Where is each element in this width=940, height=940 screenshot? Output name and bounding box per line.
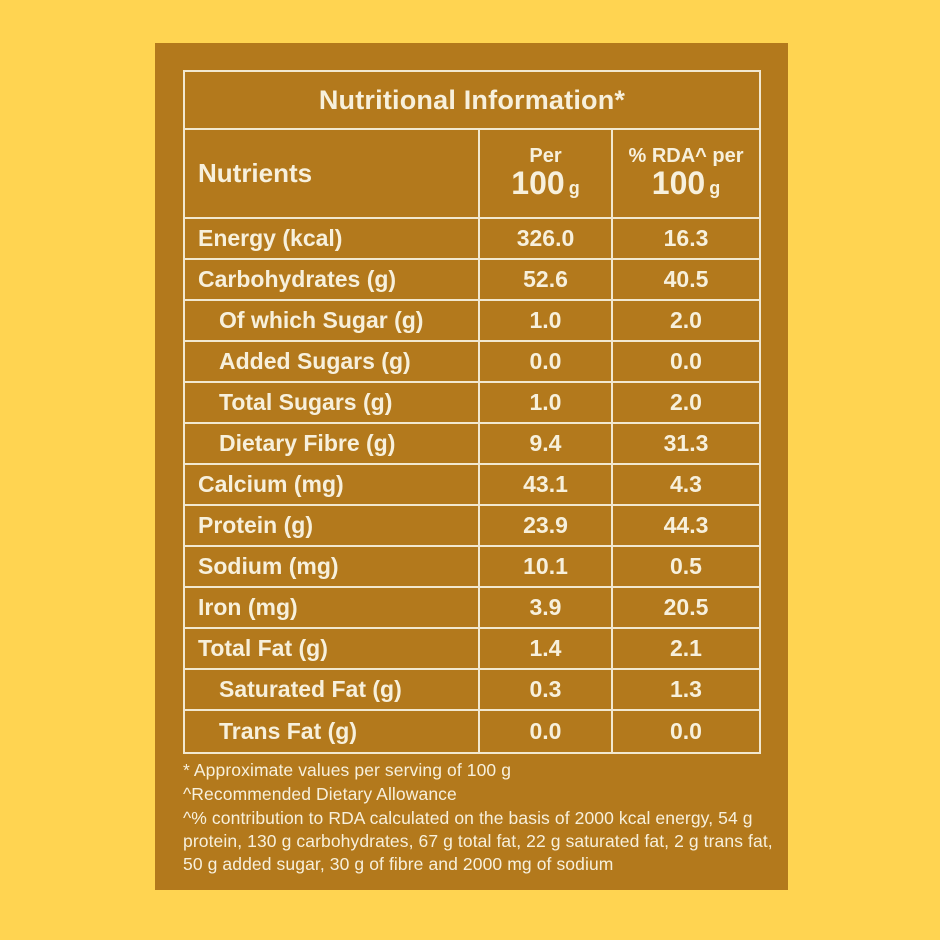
table-row-energy: Energy (kcal) 326.0 16.3 <box>185 219 759 260</box>
rda-cell: 4.3 <box>670 471 702 497</box>
rda-value-100: 100 <box>651 165 706 202</box>
table-row-dietary-fibre: Dietary Fibre (g) 9.4 31.3 <box>185 424 759 465</box>
rda-cell: 2.0 <box>670 389 702 415</box>
footnotes: * Approximate values per serving of 100 … <box>183 759 775 877</box>
footnote-rda-definition: ^Recommended Dietary Allowance <box>183 784 457 804</box>
nutrient-label: Total Sugars (g) <box>185 383 480 422</box>
nutrient-label: Carbohydrates (g) <box>185 260 480 299</box>
rda-cell: 16.3 <box>663 225 709 251</box>
per-100g-cell: 0.0 <box>480 711 613 752</box>
table-row-saturated-fat: Saturated Fat (g) 0.3 1.3 <box>185 670 759 711</box>
per-100g-label: Per <box>529 145 562 168</box>
nutrient-label: Added Sugars (g) <box>185 342 480 381</box>
per-100g-unit: g <box>568 178 580 199</box>
nutrient-label: Sodium (mg) <box>185 547 480 586</box>
rda-cell: 31.3 <box>663 430 709 456</box>
table-header-row: Nutrients Per 100 g % RDA^ per 100 g <box>185 130 759 219</box>
rda-cell: 2.1 <box>670 635 702 661</box>
nutrition-label-panel: Nutritional Information* Nutrients Per 1… <box>155 43 788 890</box>
rda-cell: 2.0 <box>670 307 702 333</box>
per-100g-cell: 23.9 <box>480 506 613 545</box>
nutrient-label: Of which Sugar (g) <box>185 301 480 340</box>
nutrition-table: Nutritional Information* Nutrients Per 1… <box>183 70 761 754</box>
rda-cell: 0.0 <box>670 718 702 744</box>
per-100g-value: 100 <box>511 165 565 202</box>
table-row-of-which-sugar: Of which Sugar (g) 1.0 2.0 <box>185 301 759 342</box>
rda-cell: 1.3 <box>670 676 702 702</box>
nutrient-label: Energy (kcal) <box>185 219 480 258</box>
rda-cell: 44.3 <box>663 512 709 538</box>
nutrient-label: Protein (g) <box>185 506 480 545</box>
per-100g-cell: 326.0 <box>480 219 613 258</box>
table-title: Nutritional Information* <box>185 72 759 130</box>
rda-label: % RDA^ per <box>628 145 744 168</box>
table-row-trans-fat: Trans Fat (g) 0.0 0.0 <box>185 711 759 752</box>
rda-amount: 100 g <box>652 167 720 201</box>
nutrient-label: Calcium (mg) <box>185 465 480 504</box>
rda-cell: 20.5 <box>663 594 709 620</box>
per-100g-cell: 3.9 <box>480 588 613 627</box>
footnote-rda-basis: ^% contribution to RDA calculated on the… <box>183 808 773 874</box>
per-100g-cell: 9.4 <box>480 424 613 463</box>
rda-cell: 0.5 <box>670 553 702 579</box>
per-100g-cell: 43.1 <box>480 465 613 504</box>
nutrient-label: Saturated Fat (g) <box>185 670 480 709</box>
footnote-approximate-values: * Approximate values per serving of 100 … <box>183 760 512 780</box>
table-row-sodium: Sodium (mg) 10.1 0.5 <box>185 547 759 588</box>
nutrient-label: Trans Fat (g) <box>185 711 480 752</box>
per-100g-cell: 1.0 <box>480 383 613 422</box>
table-row-total-fat: Total Fat (g) 1.4 2.1 <box>185 629 759 670</box>
nutrient-label: Iron (mg) <box>185 588 480 627</box>
per-100g-cell: 0.0 <box>480 342 613 381</box>
per-100g-cell: 1.4 <box>480 629 613 668</box>
per-100g-cell: 1.0 <box>480 301 613 340</box>
table-row-total-sugars: Total Sugars (g) 1.0 2.0 <box>185 383 759 424</box>
column-header-nutrients: Nutrients <box>185 130 480 217</box>
column-header-per-100g: Per 100 g <box>480 130 613 217</box>
per-100g-amount: 100 g <box>511 167 579 201</box>
table-row-calcium: Calcium (mg) 43.1 4.3 <box>185 465 759 506</box>
column-header-rda: % RDA^ per 100 g <box>613 130 759 217</box>
per-100g-cell: 52.6 <box>480 260 613 299</box>
per-100g-cell: 0.3 <box>480 670 613 709</box>
rda-unit: g <box>709 178 721 199</box>
per-100g-cell: 10.1 <box>480 547 613 586</box>
table-row-iron: Iron (mg) 3.9 20.5 <box>185 588 759 629</box>
nutrient-label: Total Fat (g) <box>185 629 480 668</box>
table-row-protein: Protein (g) 23.9 44.3 <box>185 506 759 547</box>
nutrient-label: Dietary Fibre (g) <box>185 424 480 463</box>
table-row-carbohydrates: Carbohydrates (g) 52.6 40.5 <box>185 260 759 301</box>
rda-cell: 40.5 <box>663 266 709 292</box>
rda-cell: 0.0 <box>670 348 702 374</box>
table-row-added-sugars: Added Sugars (g) 0.0 0.0 <box>185 342 759 383</box>
